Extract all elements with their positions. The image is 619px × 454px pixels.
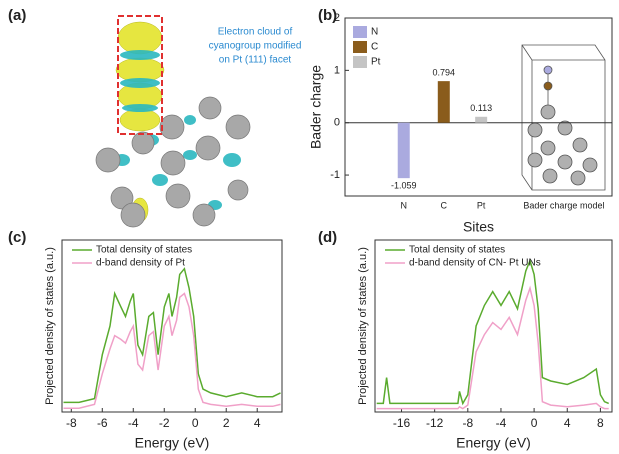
y-tick-label: 2 <box>334 12 340 24</box>
legend-swatch <box>353 41 367 53</box>
x-tick-label: -6 <box>97 416 108 430</box>
panel-label: (a) <box>8 7 26 24</box>
caption-line: cyanogroup modified <box>209 41 302 52</box>
legend-label: C <box>371 42 378 53</box>
legend-swatch <box>353 26 367 38</box>
x-tick-label: 2 <box>223 416 230 430</box>
x-tick-label: Bader charge model <box>523 200 604 210</box>
x-tick-label: 4 <box>564 416 571 430</box>
value-label: 0.113 <box>470 103 492 113</box>
panel-a-illustration: (a) Electron cloud of cyanogroup modifie… <box>8 7 302 228</box>
y-axis-label: Projected density of states (a.u.) <box>44 247 56 405</box>
y-axis-label: Bader charge <box>308 65 324 149</box>
x-tick-label: -4 <box>496 416 507 430</box>
y-tick-label: 0 <box>334 117 340 129</box>
x-tick-label: -12 <box>426 416 444 430</box>
caption-line: Electron cloud of <box>218 27 293 38</box>
x-tick-label: 0 <box>531 416 538 430</box>
plot-frame <box>344 17 613 197</box>
bader-model-inset <box>521 44 606 191</box>
bar <box>397 122 410 179</box>
panel-label: (b) <box>318 7 337 24</box>
x-tick-label: Pt <box>477 200 486 210</box>
line-series <box>63 292 281 409</box>
value-label: 0.794 <box>433 68 456 78</box>
line-series <box>376 285 609 410</box>
y-axis-label: Projected density of states (a.u.) <box>357 247 369 405</box>
x-tick-label: -16 <box>393 416 411 430</box>
x-tick-label: 8 <box>597 416 604 430</box>
x-tick-label: -2 <box>159 416 170 430</box>
legend-swatch <box>353 56 367 68</box>
line-series <box>376 258 609 406</box>
x-tick-label: C <box>441 200 448 210</box>
bar <box>437 81 450 123</box>
x-tick-label: 0 <box>192 416 199 430</box>
panel-label: (d) <box>318 229 337 246</box>
x-axis-label: Energy (eV) <box>456 435 531 451</box>
x-axis-label: Sites <box>463 219 494 235</box>
legend-label: N <box>371 27 378 38</box>
legend-label: Total density of states <box>409 245 505 256</box>
line-series <box>63 267 281 404</box>
x-tick-label: N <box>400 200 407 210</box>
plot-frame <box>374 239 613 413</box>
plot-frame <box>61 239 283 413</box>
y-tick-label: -1 <box>330 169 340 181</box>
caption-line: on Pt (111) facet <box>219 55 292 66</box>
legend-label: d-band density of CN- Pt UNs <box>409 258 541 269</box>
value-label: -1.059 <box>391 181 417 191</box>
y-tick-label: 1 <box>334 64 340 76</box>
x-axis-label: Energy (eV) <box>135 435 210 451</box>
bar <box>475 116 488 123</box>
legend-label: Pt <box>371 57 381 68</box>
x-tick-label: -8 <box>66 416 77 430</box>
x-tick-label: 4 <box>254 416 261 430</box>
x-tick-label: -8 <box>462 416 473 430</box>
legend-label: d-band density of Pt <box>96 258 185 269</box>
legend-label: Total density of states <box>96 245 192 256</box>
x-tick-label: -4 <box>128 416 139 430</box>
panel-label: (c) <box>8 229 26 246</box>
